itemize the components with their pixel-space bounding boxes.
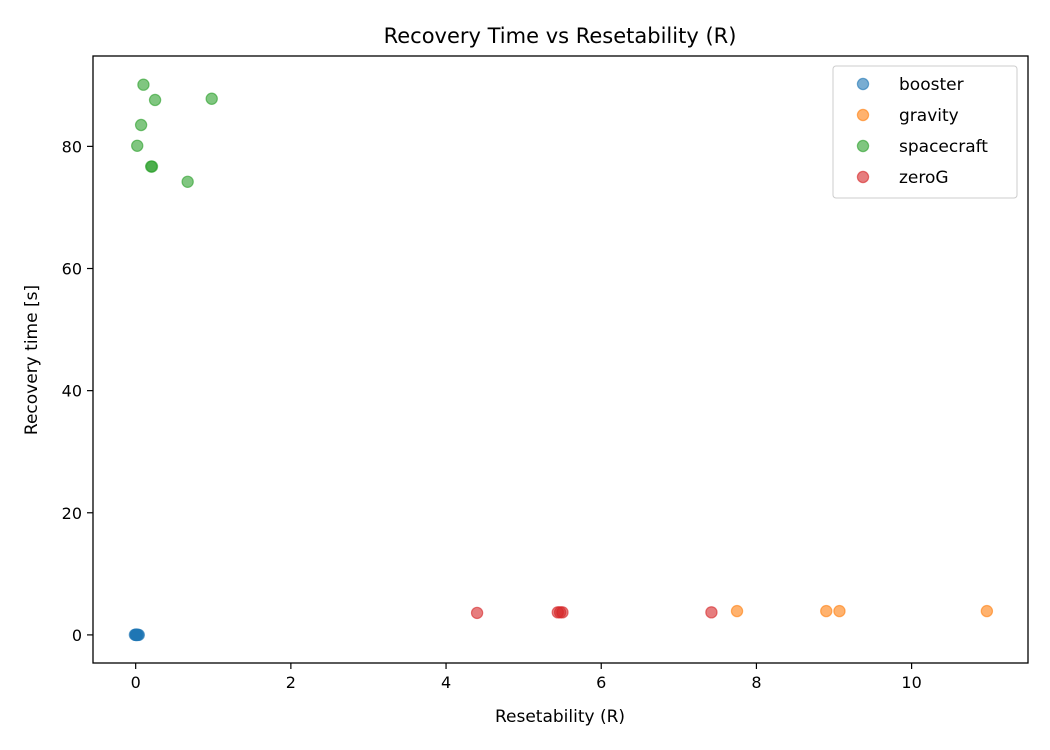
legend-marker-booster: [856, 77, 870, 91]
data-point-spacecraft: [205, 92, 218, 105]
data-point-booster: [130, 628, 143, 642]
chart-title: Recovery Time vs Resetability (R): [384, 24, 737, 48]
data-point-spacecraft: [145, 160, 159, 173]
data-point-gravity: [833, 604, 846, 618]
data-point-spacecraft: [131, 139, 144, 152]
x-tick-label: 4: [441, 673, 451, 692]
series-gravity: [730, 604, 994, 618]
legend-label-gravity: gravity: [899, 106, 959, 126]
y-tick-label: 40: [62, 382, 82, 401]
data-point-zeroG: [556, 606, 569, 619]
data-point-spacecraft: [134, 118, 148, 132]
y-tick-label: 80: [62, 137, 82, 156]
y-tick-label: 60: [62, 260, 82, 279]
legend-marker-spacecraft: [856, 139, 870, 153]
x-tick-label: 10: [901, 673, 921, 692]
x-tick-label: 0: [131, 673, 141, 692]
legend-label-spacecraft: spacecraft: [899, 137, 988, 157]
x-axis-label: Resetability (R): [495, 707, 625, 727]
plot-frame: [92, 55, 1029, 664]
data-point-gravity: [820, 604, 833, 618]
x-tick-label: 2: [286, 673, 296, 692]
data-point-zeroG: [470, 606, 484, 620]
legend-box: [832, 65, 1018, 199]
series-zeroG: [470, 606, 718, 620]
y-tick-label: 0: [72, 626, 82, 645]
legend-label-booster: booster: [899, 75, 964, 95]
legend-marker-gravity: [856, 108, 870, 122]
x-tick-label: 8: [751, 673, 761, 692]
data-point-gravity: [980, 604, 994, 618]
data-point-spacecraft: [137, 78, 150, 91]
series-booster: [128, 628, 145, 642]
data-point-spacecraft: [181, 175, 194, 188]
x-tick-label: 6: [596, 673, 606, 692]
data-point-spacecraft: [148, 93, 162, 107]
series-spacecraft: [131, 78, 218, 188]
y-tick-label: 20: [62, 504, 82, 523]
y-axis-label: Recovery time [s]: [22, 285, 42, 435]
legend-label-zeroG: zeroG: [899, 168, 949, 188]
data-point-zeroG: [705, 606, 718, 619]
data-point-gravity: [730, 604, 744, 618]
legend-marker-zeroG: [856, 170, 870, 184]
legend: booster gravity spacecraft zeroG: [832, 65, 1018, 199]
